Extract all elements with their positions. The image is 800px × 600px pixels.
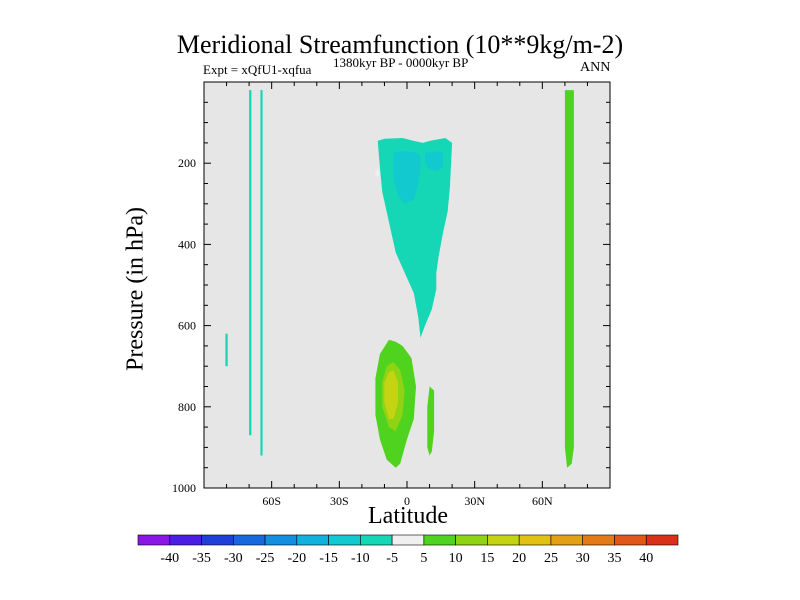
colorbar-swatch bbox=[296, 534, 329, 546]
colorbar-swatch bbox=[137, 534, 171, 546]
y-tick-label: 800 bbox=[178, 400, 196, 414]
x-tick-label: 0 bbox=[404, 494, 410, 508]
colorbar-label: -30 bbox=[224, 551, 243, 566]
colorbar-label: 30 bbox=[576, 551, 590, 566]
colorbar-label: 25 bbox=[544, 551, 558, 566]
contour-region-1 bbox=[393, 151, 421, 204]
colorbar-swatch bbox=[328, 534, 361, 546]
colorbar-label: -25 bbox=[256, 551, 275, 566]
colorbar-swatch bbox=[582, 534, 615, 546]
colorbar-label: -5 bbox=[386, 551, 398, 566]
y-tick-label: 200 bbox=[178, 156, 196, 170]
colorbar-label: -40 bbox=[160, 551, 179, 566]
season-label: ANN bbox=[580, 60, 611, 75]
y-tick-label: 400 bbox=[178, 237, 196, 251]
contour-regions bbox=[225, 90, 574, 468]
axis-ticks: 60S 30S 0 30N 60N 200 400 600 800 1000 bbox=[172, 82, 610, 508]
colorbar-label: 40 bbox=[639, 551, 653, 566]
colorbar-label: 10 bbox=[449, 551, 463, 566]
colorbar-swatch bbox=[169, 534, 202, 546]
y-tick-label: 600 bbox=[178, 319, 196, 333]
x-tick-label: 30S bbox=[330, 494, 349, 508]
colorbar-swatch bbox=[614, 534, 647, 546]
colorbar-label: -35 bbox=[192, 551, 211, 566]
x-axis-label: Latitude bbox=[368, 503, 448, 529]
y-tick-label: 1000 bbox=[172, 481, 196, 495]
colorbar-label: 20 bbox=[512, 551, 526, 566]
experiment-label: Expt = xQfU1-xqfua bbox=[203, 62, 312, 77]
colorbar-swatch bbox=[264, 534, 298, 546]
colorbar: -40 -35 -30 -25 -20 -15 -10 -5 5 10 15 20 25 30 35 40 bbox=[137, 534, 679, 566]
colorbar-swatch bbox=[487, 534, 520, 546]
colorbar-label: 35 bbox=[607, 551, 621, 566]
colorbar-swatch bbox=[201, 534, 234, 546]
colorbar-swatch bbox=[360, 534, 393, 546]
x-tick-label: 30N bbox=[464, 494, 485, 508]
colorbar-swatch bbox=[423, 534, 456, 546]
chart-title: Meridional Streamfunction (10**9kg/m-2) bbox=[176, 30, 624, 59]
contour-region-2 bbox=[425, 151, 444, 172]
contour-region-4 bbox=[249, 90, 252, 436]
contour-region-11 bbox=[564, 90, 574, 468]
colorbar-swatch bbox=[232, 534, 266, 546]
period-label: 1380kyr BP - 0000kyr BP bbox=[333, 55, 469, 70]
colorbar-label: 5 bbox=[420, 551, 427, 566]
colorbar-label: 15 bbox=[480, 551, 494, 566]
x-tick-label: 60N bbox=[532, 494, 553, 508]
colorbar-label: -20 bbox=[287, 551, 306, 566]
colorbar-swatch bbox=[391, 534, 425, 546]
contour-region-9 bbox=[384, 370, 398, 419]
colorbar-swatch bbox=[645, 534, 679, 546]
contour-region-10 bbox=[427, 386, 435, 456]
contour-region-5 bbox=[260, 90, 263, 456]
colorbar-swatch bbox=[455, 534, 488, 546]
colorbar-label: -10 bbox=[351, 551, 370, 566]
contour-region-6 bbox=[225, 333, 228, 367]
colorbar-swatch bbox=[550, 534, 584, 546]
contour-region-3 bbox=[375, 169, 380, 178]
x-tick-label: 60S bbox=[262, 494, 281, 508]
colorbar-swatch bbox=[518, 534, 552, 546]
colorbar-label: -15 bbox=[319, 551, 338, 566]
